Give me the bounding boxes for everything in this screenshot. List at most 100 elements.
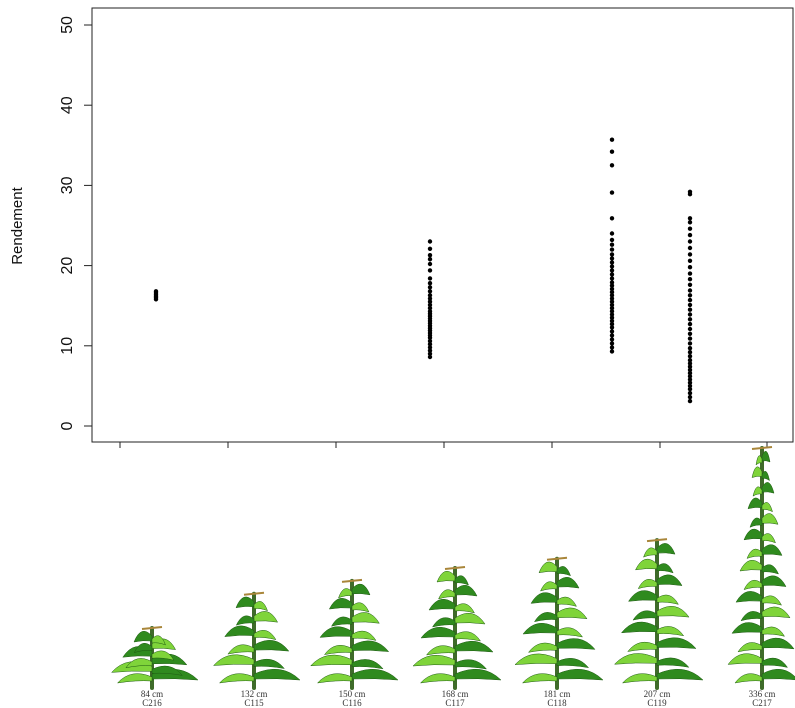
- plant-leaf: [454, 659, 488, 670]
- plant-leaf: [735, 591, 763, 603]
- data-point-C119: [687, 377, 693, 382]
- plant-leaf: [727, 653, 763, 665]
- data-point-C117: [427, 239, 433, 244]
- plant-leaf: [627, 641, 658, 652]
- plant-leaf: [538, 561, 558, 574]
- plant-tassel: [243, 591, 265, 596]
- plant-leaf: [530, 592, 558, 604]
- plant-leaf: [253, 601, 268, 612]
- data-point-C119: [687, 252, 693, 257]
- plant-leaf: [454, 603, 475, 614]
- data-point-C117: [427, 351, 433, 356]
- data-point-C117: [427, 276, 433, 281]
- data-point-C119: [687, 239, 693, 244]
- data-point-C119: [687, 380, 693, 385]
- plant-leaf: [527, 642, 558, 653]
- plant-leaf: [253, 640, 290, 652]
- plant-leaf: [556, 596, 577, 607]
- data-point-C119: [687, 226, 693, 231]
- plant-leaf: [740, 611, 763, 622]
- plant-leaf: [761, 606, 791, 619]
- data-point-C118: [609, 242, 615, 247]
- y-tick-label: 20: [59, 257, 76, 275]
- plant-leaf: [656, 563, 674, 574]
- data-point-C119: [687, 350, 693, 355]
- plant-leaf: [419, 673, 456, 684]
- data-point-C117: [427, 289, 433, 294]
- plant-leaf: [253, 630, 277, 641]
- data-point-C118: [609, 302, 615, 308]
- data-point-C118: [609, 318, 615, 324]
- plant-leaf: [761, 564, 779, 575]
- plant-leaf: [412, 654, 456, 667]
- plant-leaf: [454, 612, 486, 625]
- plant-leaf: [454, 631, 482, 642]
- data-point-C119: [687, 346, 693, 351]
- plant-tassel: [546, 556, 568, 561]
- y-axis-title: Rendement: [9, 186, 26, 264]
- data-point-C118: [609, 216, 615, 221]
- plant-leaf: [133, 642, 153, 654]
- plant-leaf: [656, 668, 704, 681]
- data-point-C117: [427, 246, 433, 251]
- data-point-C119: [687, 245, 693, 251]
- data-point-C117: [427, 281, 433, 286]
- plant-leaf: [116, 673, 153, 684]
- data-point-C117: [427, 302, 433, 308]
- data-point-C117: [427, 348, 433, 353]
- data-point-C118: [609, 329, 615, 334]
- data-point-C118: [609, 337, 615, 342]
- plant-leaf: [556, 566, 571, 577]
- plant-leaf: [151, 635, 166, 646]
- data-point-C118: [609, 256, 615, 261]
- data-point-C117: [427, 293, 433, 298]
- data-point-C119: [687, 383, 693, 389]
- data-point-C118: [609, 333, 615, 338]
- data-point-C117: [427, 253, 433, 258]
- x-axis: [119, 441, 768, 448]
- data-point-C118: [609, 280, 615, 285]
- plant-leaf: [613, 653, 658, 665]
- data-point-C118: [609, 309, 615, 314]
- plant-leaf: [253, 658, 285, 669]
- data-point-C118: [609, 349, 615, 354]
- plant-leaf: [761, 657, 789, 668]
- plant-leaf: [656, 657, 690, 668]
- plant-leaf: [514, 653, 558, 665]
- plant-leaf: [761, 513, 779, 525]
- plant-leaf: [454, 668, 502, 681]
- plant-height-label: 150 cm: [339, 689, 366, 699]
- data-point-C119: [687, 358, 693, 363]
- data-point-C119: [687, 321, 693, 327]
- plant-leaf: [627, 590, 658, 602]
- plant-leaf: [522, 622, 558, 635]
- data-point-C117: [427, 309, 433, 314]
- data-point-C117: [427, 354, 433, 360]
- data-point-C119: [687, 232, 693, 238]
- data-point-C117: [427, 296, 433, 301]
- plant-leaf: [310, 654, 353, 667]
- plant-height-label: 168 cm: [442, 689, 469, 699]
- plant-leaf: [420, 626, 456, 639]
- data-point-C117: [427, 268, 433, 273]
- data-point-C118: [609, 293, 615, 298]
- plant-leaf: [351, 659, 384, 670]
- data-point-C119: [687, 312, 693, 317]
- plant-height-label: 132 cm: [241, 689, 268, 699]
- data-point-C119: [687, 288, 693, 293]
- data-point-C118: [609, 289, 615, 295]
- data-point-C119: [687, 317, 693, 322]
- y-tick-label: 50: [59, 16, 76, 34]
- plant-leaf: [319, 626, 353, 638]
- plant-leaf: [454, 575, 469, 586]
- plant-leaf: [235, 596, 255, 609]
- data-point-C119: [687, 326, 693, 332]
- plant-leaf: [620, 621, 658, 634]
- plant-height-label: 336 cm: [749, 689, 776, 699]
- plant-leaf: [556, 607, 588, 620]
- data-point-C119: [687, 277, 693, 282]
